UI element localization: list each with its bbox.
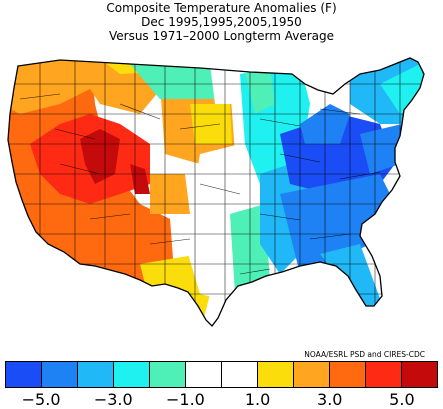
legend-tick-label: −5.0 (21, 390, 61, 409)
legend-tick-label: 5.0 (389, 390, 415, 409)
legend-swatch (329, 362, 365, 387)
legend-swatch (185, 362, 221, 387)
legend-swatch (257, 362, 293, 387)
legend-swatch (221, 362, 257, 387)
legend-colorbar (5, 361, 438, 388)
legend-tick-label: 1.0 (244, 390, 271, 409)
legend-swatch (149, 362, 185, 387)
legend-swatch (6, 362, 41, 387)
legend-swatch (77, 362, 113, 387)
legend-swatch (401, 362, 437, 387)
map-subtitle-baseline: Versus 1971–2000 Longterm Average (108, 29, 335, 43)
legend-swatch (41, 362, 77, 387)
map-subtitle-dates: Dec 1995,1995,2005,1950 (141, 15, 302, 29)
climate-division-boundaries (8, 58, 424, 326)
legend-tick-label: −3.0 (93, 390, 133, 409)
legend-tick-label: 3.0 (317, 390, 343, 409)
legend-swatch (293, 362, 329, 387)
data-credit: NOAA/ESRL PSD and CIRES-CDC (304, 350, 425, 359)
anomaly-fill-regions (8, 58, 424, 326)
map-title: Composite Temperature Anomalies (F) (106, 1, 337, 15)
legend-swatch (365, 362, 401, 387)
us-outline (7, 57, 425, 327)
legend-tick-label: −1.0 (165, 390, 205, 409)
legend-swatch (113, 362, 149, 387)
us-temperature-anomaly-map (7, 57, 425, 327)
